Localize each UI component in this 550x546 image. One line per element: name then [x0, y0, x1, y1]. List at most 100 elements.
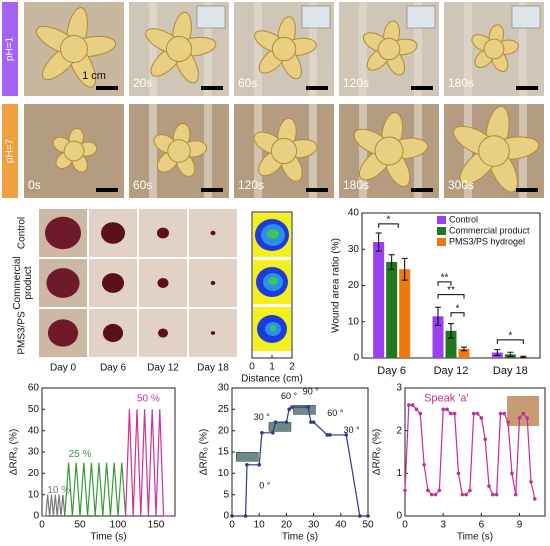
series-label: 25 % [69, 449, 92, 460]
wound [101, 273, 125, 293]
error-bar [375, 232, 382, 252]
inset [511, 5, 541, 29]
point [407, 403, 411, 407]
tube [359, 104, 367, 198]
y-tick-label: 10 [218, 468, 230, 479]
x-tick-label: 9 [517, 520, 523, 531]
x-tick-label: 0 [402, 520, 408, 531]
point [422, 463, 426, 467]
x-tick-label: 20 [281, 520, 293, 531]
inset-photo [268, 422, 292, 432]
annotation: 90 ° [303, 387, 320, 397]
scale-bar [306, 86, 328, 90]
inset-photo [293, 405, 316, 415]
significance-label: * [386, 215, 390, 226]
significance-label: ** [441, 273, 449, 284]
inset-photo [507, 396, 539, 426]
x-tick-label: 150 [148, 520, 165, 531]
point [437, 488, 442, 493]
wound [210, 230, 216, 236]
y-axis-label: ΔR/R₀ (%) [199, 429, 210, 475]
x-tick-label: 0 [249, 362, 255, 373]
y-tick-label: 60 [28, 383, 40, 394]
point [271, 431, 275, 435]
point [521, 411, 526, 416]
row-label: pH=1 [5, 36, 16, 61]
point [510, 471, 514, 476]
scale-bar [306, 188, 328, 192]
error-bar [401, 257, 408, 281]
series-line [42, 494, 66, 517]
time-label: 120s [238, 178, 264, 192]
point [464, 492, 468, 497]
point [403, 488, 407, 493]
x-tick-label: 0 [229, 520, 235, 531]
legend-label: PMS3/PS hydrogel [449, 236, 525, 246]
point [257, 463, 262, 467]
significance-label: * [456, 303, 460, 314]
time-label: 300s [448, 178, 474, 192]
x-tick-label: 1 [269, 362, 275, 373]
contour-inner [270, 325, 276, 331]
point [325, 433, 330, 437]
bar [373, 242, 385, 358]
x-tick-label: 100 [110, 520, 127, 531]
y-tick-label: 2 [396, 425, 402, 436]
series-line [232, 406, 368, 517]
y-tick-label: 5 [223, 489, 229, 500]
point [260, 431, 264, 435]
significance-bracket [378, 223, 399, 228]
scale-label: 1 cm [82, 70, 106, 82]
point [426, 488, 430, 493]
time-label: 60s [133, 178, 152, 192]
point [429, 492, 434, 497]
point [529, 480, 533, 484]
annotation: 30 ° [344, 425, 361, 435]
flower-center [270, 137, 298, 165]
legend-label: Control [449, 214, 478, 224]
point [328, 433, 332, 437]
x-tick-label: Day 18 [493, 365, 528, 377]
time-label: 60s [238, 76, 257, 90]
flower-center [377, 37, 401, 61]
point [290, 405, 294, 410]
tube [254, 2, 262, 96]
series-label: 10 % [47, 485, 70, 496]
point [452, 411, 457, 416]
y-axis-label: ΔR/R₀ (%) [372, 429, 383, 475]
flower [254, 16, 317, 80]
point [243, 514, 248, 518]
point [287, 407, 291, 412]
point [433, 492, 438, 497]
tube [464, 2, 472, 96]
point [475, 411, 480, 416]
y-tick-label: 40 [28, 425, 40, 436]
point [311, 420, 316, 424]
point [460, 492, 465, 497]
point [513, 492, 518, 497]
point [479, 416, 484, 420]
significance-bracket [437, 281, 452, 286]
annotation: 30 ° [254, 412, 271, 422]
error-bar [388, 254, 395, 270]
point [491, 492, 495, 497]
wound [45, 216, 81, 250]
x-tick-label: Day 12 [434, 365, 469, 377]
y-tick-label: 15 [218, 447, 230, 458]
y-tick-label: 30 [218, 383, 230, 394]
row-strip [2, 104, 18, 198]
y-tick-label: 3 [396, 383, 402, 394]
point [418, 411, 423, 416]
flower-center [167, 139, 191, 163]
point [245, 463, 249, 467]
annotation: 60 ° [327, 408, 344, 418]
x-axis-label: Time (s) [282, 532, 318, 543]
row-strip [2, 2, 18, 96]
point [506, 420, 510, 424]
legend-swatch [437, 227, 446, 235]
scale-bar [516, 188, 538, 192]
series-line [64, 462, 127, 517]
bar [445, 330, 457, 358]
error-bar [448, 323, 454, 339]
flower [362, 20, 418, 76]
